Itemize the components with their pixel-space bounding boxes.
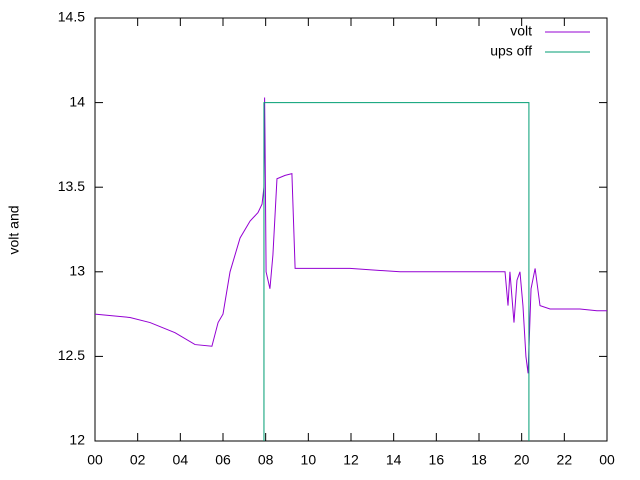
x-tick-label: 20 [514, 452, 530, 468]
x-tick-label: 10 [301, 452, 317, 468]
x-tick-label: 00 [87, 452, 103, 468]
x-tick-label: 16 [429, 452, 445, 468]
legend-label: volt [510, 23, 532, 39]
series-line [94, 97, 607, 374]
y-tick-label: 13.5 [58, 178, 85, 194]
legend-label: ups off [490, 43, 532, 59]
y-tick-label: 12.5 [58, 347, 85, 363]
y-tick-label: 14 [69, 93, 85, 109]
x-tick-label: 14 [386, 452, 402, 468]
x-tick-label: 18 [471, 452, 487, 468]
x-tick-label: 02 [130, 452, 146, 468]
x-tick-label: 00 [599, 452, 615, 468]
y-axis-label: volt and [6, 205, 22, 254]
y-tick-label: 12 [69, 432, 85, 448]
series-line [263, 102, 530, 441]
x-tick-label: 06 [215, 452, 231, 468]
y-tick-label: 13 [69, 263, 85, 279]
x-tick-label: 12 [343, 452, 359, 468]
y-tick-label: 14.5 [58, 9, 85, 25]
x-tick-label: 08 [258, 452, 274, 468]
x-tick-label: 22 [557, 452, 573, 468]
x-tick-label: 04 [173, 452, 189, 468]
